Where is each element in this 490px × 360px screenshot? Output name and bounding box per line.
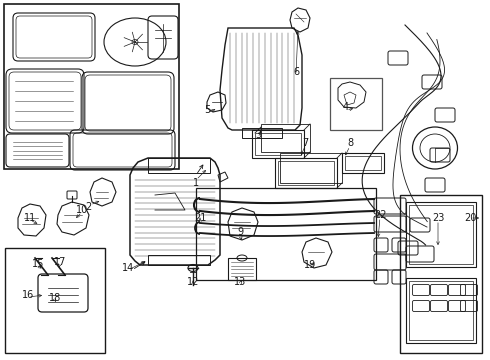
Text: 13: 13 xyxy=(234,277,246,287)
Text: 14: 14 xyxy=(122,263,134,273)
Text: 1: 1 xyxy=(193,178,199,188)
Text: 3: 3 xyxy=(255,130,261,140)
Bar xyxy=(409,281,473,340)
Bar xyxy=(242,128,282,138)
Text: 8: 8 xyxy=(347,138,353,148)
Bar xyxy=(400,195,482,353)
Bar xyxy=(148,158,210,173)
Text: 2: 2 xyxy=(85,202,91,212)
Text: 23: 23 xyxy=(432,213,444,223)
Bar xyxy=(148,255,210,265)
Text: 7: 7 xyxy=(302,138,308,148)
Bar xyxy=(5,248,105,353)
Bar xyxy=(345,156,381,170)
Bar xyxy=(275,158,337,188)
Text: 12: 12 xyxy=(187,277,199,287)
Bar xyxy=(278,161,334,185)
Text: 9: 9 xyxy=(237,227,243,237)
Bar xyxy=(330,78,382,130)
Text: 19: 19 xyxy=(304,260,316,270)
Text: 4: 4 xyxy=(343,102,349,112)
Text: 16: 16 xyxy=(22,290,34,300)
Bar xyxy=(4,4,179,169)
Text: 21: 21 xyxy=(194,213,206,223)
Bar xyxy=(228,258,256,280)
Text: 11: 11 xyxy=(24,213,36,223)
Bar xyxy=(406,278,476,343)
Bar xyxy=(255,133,301,155)
Text: 17: 17 xyxy=(54,257,66,267)
Text: 18: 18 xyxy=(49,293,61,303)
Bar xyxy=(409,205,473,264)
Bar xyxy=(196,188,376,280)
Bar xyxy=(252,130,304,158)
Text: 5: 5 xyxy=(204,105,210,115)
Text: 10: 10 xyxy=(76,205,88,215)
Bar xyxy=(406,202,476,267)
Bar xyxy=(261,124,310,152)
Text: 20: 20 xyxy=(464,213,476,223)
Bar xyxy=(342,153,384,173)
Text: 6: 6 xyxy=(293,67,299,77)
Bar xyxy=(280,153,342,183)
Text: 22: 22 xyxy=(374,210,386,220)
Text: 15: 15 xyxy=(32,259,44,269)
